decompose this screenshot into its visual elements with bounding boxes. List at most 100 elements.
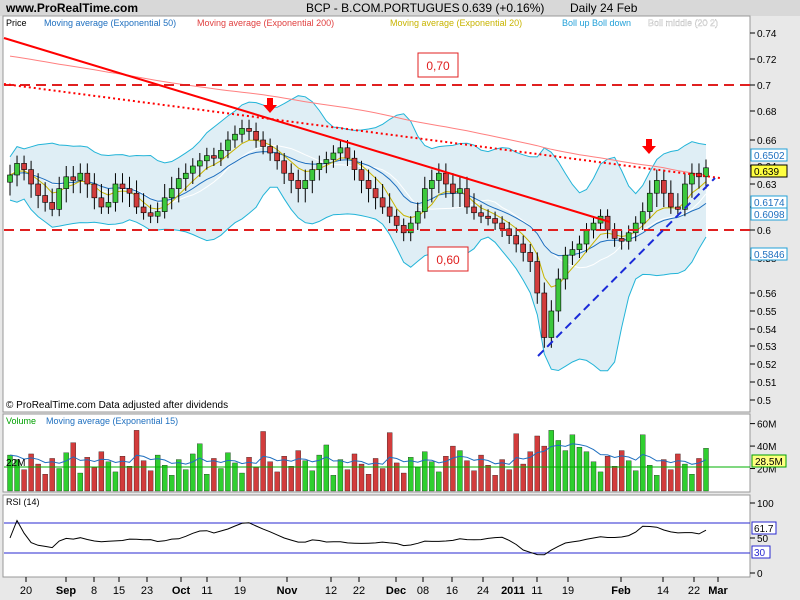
candle-body (583, 229, 590, 245)
volume-bar (569, 434, 576, 492)
candle-body (407, 222, 414, 234)
dotted-resistance-line (3, 83, 721, 179)
candle-body (351, 157, 358, 170)
candle-body (42, 195, 48, 203)
candle-body (436, 172, 442, 181)
candle-body (576, 243, 583, 250)
svg-text:0,60: 0,60 (436, 253, 460, 267)
candle-body (611, 229, 618, 239)
legend-ema20: Moving average (Exponential 20) (390, 18, 522, 28)
volume-bar (190, 453, 196, 492)
volume-bar (626, 460, 632, 492)
volume-bar (583, 451, 590, 492)
period-label: Daily 24 Feb (570, 1, 638, 15)
x-tick-label: 15 (113, 585, 125, 597)
candle-body (295, 180, 302, 189)
quote: 0.639 (+0.16%) (462, 1, 544, 15)
candle-body (653, 180, 660, 194)
candle-body (126, 188, 133, 194)
candle-body (604, 215, 611, 231)
support-trend-line (537, 177, 716, 357)
site-name[interactable]: www.ProRealTime.com (5, 1, 138, 15)
candle-body (485, 215, 491, 219)
x-tick-label: 20 (20, 585, 32, 597)
volume-bar (478, 454, 484, 492)
instrument-name: BCP - B.COM.PORTUGUES (306, 1, 460, 15)
svg-text:28.5M: 28.5M (755, 457, 783, 468)
volume-bar (401, 472, 407, 492)
volume-bar (84, 457, 90, 492)
value-box-label: 0.6174 (754, 198, 785, 209)
candle-body (618, 238, 625, 242)
candle-body (14, 163, 20, 176)
candle-body (211, 155, 217, 159)
volume-bar (618, 450, 625, 492)
volume-bar (450, 445, 456, 492)
volume-bar (91, 467, 98, 492)
x-tick-label: 23 (141, 585, 153, 597)
candle-body (98, 197, 105, 208)
candle-body (562, 254, 569, 280)
volume-bar (176, 459, 182, 492)
y-tick-label: 0.55 (757, 307, 777, 318)
volume-bar (133, 430, 140, 492)
volume-bar (429, 461, 435, 492)
y-tick-label: 0.68 (757, 107, 777, 118)
candle-body (541, 292, 548, 338)
volume-bar (443, 456, 449, 492)
x-tick-label: 2011 (501, 585, 525, 597)
downtrend-line (3, 37, 611, 223)
candle-body (147, 212, 154, 217)
candle-body (682, 183, 688, 210)
x-tick-label: 16 (446, 585, 458, 597)
volume-bar (611, 466, 618, 492)
volume-bar (7, 454, 13, 492)
candle-body (21, 163, 27, 170)
candle-body (154, 211, 161, 217)
candle-body (7, 174, 13, 183)
candle-body (274, 152, 280, 162)
candle-body (471, 206, 477, 214)
volume-bar (98, 451, 105, 492)
rsi-panel (2, 494, 751, 578)
volume-bar (562, 450, 569, 492)
candle-body (421, 188, 428, 212)
x-tick-label: 19 (234, 585, 246, 597)
down-arrow-marker (263, 98, 277, 113)
volume-bar (253, 467, 259, 492)
volume-bar (232, 462, 238, 492)
bollinger-lower-line (9, 186, 707, 372)
x-tick-label: 08 (417, 585, 429, 597)
bollinger-band-fill (10, 95, 706, 371)
volume-bar (471, 470, 477, 492)
volume-bar (260, 431, 266, 492)
y-tick-label: 0.66 (757, 136, 777, 147)
candle-body (450, 183, 456, 194)
legend-price: Price (6, 18, 27, 28)
candle-body (316, 163, 323, 170)
value-box (750, 247, 788, 261)
candle-body (675, 206, 681, 210)
volume-bar (675, 453, 681, 492)
x-tick-label: 8 (91, 585, 97, 597)
candle-body (499, 222, 505, 230)
volume-bar (337, 459, 344, 492)
volume-bar (119, 456, 126, 492)
volume-bar (408, 457, 414, 492)
value-box (750, 148, 788, 162)
value-box-label: 0.5846 (754, 250, 785, 261)
candle-body (548, 310, 555, 338)
volume-bar (49, 458, 55, 492)
volume-bar (604, 456, 611, 492)
candle-body (372, 188, 379, 199)
candle-body (84, 172, 91, 185)
value-box-label: 0.6098 (754, 210, 785, 221)
y-tick-label: 50 (757, 534, 769, 545)
rsi-current-box: 61.7 (751, 521, 777, 535)
candle-body (590, 222, 597, 231)
x-tick-label: Feb (611, 585, 631, 597)
volume-bar (28, 453, 34, 492)
candle-body (457, 188, 463, 194)
volume-bar (35, 463, 41, 492)
